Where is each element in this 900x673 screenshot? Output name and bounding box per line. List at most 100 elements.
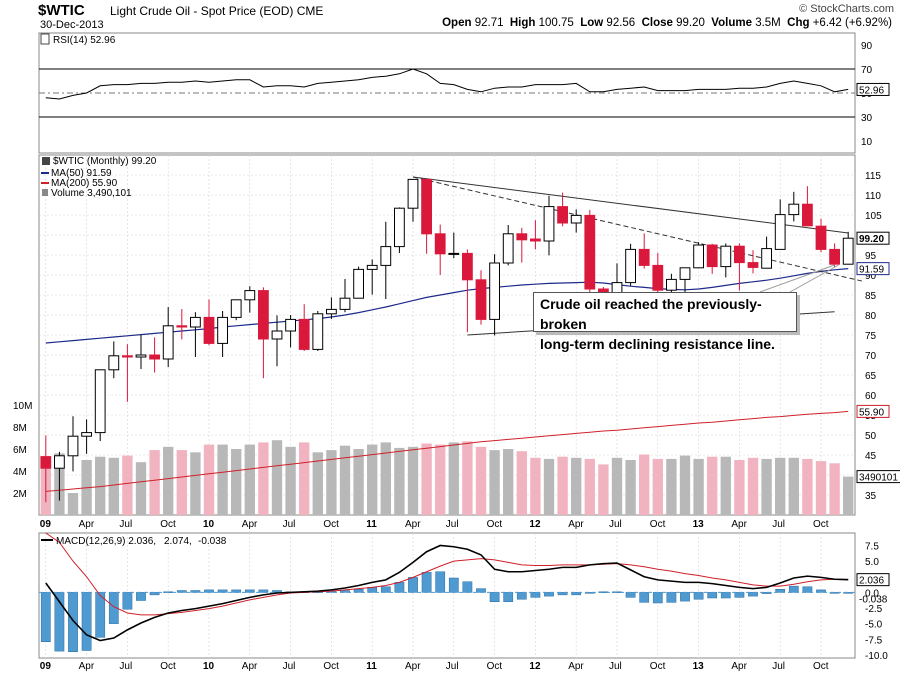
price-x-tick-label: Oct xyxy=(323,519,339,530)
candle-body xyxy=(462,252,473,281)
candle-body xyxy=(81,432,92,437)
macd-tick-label: -5.0 xyxy=(865,620,883,631)
volume-bar xyxy=(720,456,731,515)
macd-histogram-bar xyxy=(476,588,486,593)
rsi-last-value-label: 52.96 xyxy=(859,85,884,96)
volume-bar xyxy=(326,450,337,515)
volume-bar xyxy=(339,445,351,515)
macd-tick-label: -2.5 xyxy=(865,604,883,615)
macd-histogram-bar xyxy=(557,592,568,596)
volume-bar xyxy=(135,462,147,515)
candle-body xyxy=(339,297,351,310)
macd-histogram-bar xyxy=(748,592,758,597)
volume-tick-label: 8M xyxy=(13,423,27,434)
candle-body xyxy=(258,290,269,340)
macd-panel-frame xyxy=(38,532,856,659)
volume-bar xyxy=(149,450,160,515)
brand-watermark[interactable]: © StockCharts.com xyxy=(799,3,894,15)
macd-x-tick-label: Oct xyxy=(323,661,339,672)
volume-bar xyxy=(312,452,323,515)
ma50-legend-label: MA(50) 91.59 xyxy=(51,168,112,179)
volume-bar xyxy=(203,444,215,515)
macd-histogram-bar xyxy=(122,592,133,610)
macd-histogram-bar xyxy=(462,581,473,593)
volume-bar xyxy=(693,458,704,515)
price-x-tick-label: Jul xyxy=(119,519,132,530)
volume-bar xyxy=(435,444,446,515)
volume-bar xyxy=(231,449,242,515)
macd-tick-label: 0.0 xyxy=(865,588,879,599)
price-x-tick-label: Oct xyxy=(160,519,176,530)
low-label: Low xyxy=(580,17,604,29)
macd-histogram-bar xyxy=(761,592,772,594)
macd-x-tick-label: 10 xyxy=(203,661,215,672)
macd-x-tick-label: Oct xyxy=(487,661,503,672)
volume-bar xyxy=(829,463,840,515)
candle-body xyxy=(625,248,636,284)
candle-body xyxy=(122,355,133,358)
price-x-tick-label: Jul xyxy=(772,519,785,530)
volume-bar xyxy=(666,458,677,515)
chart-date: 30-Dec-2013 xyxy=(40,19,104,31)
candle-body xyxy=(244,290,256,301)
volume-bar xyxy=(707,456,718,515)
open-value: 92.71 xyxy=(474,17,504,29)
ohlc-summary: Open 92.71 High 100.75 Low 92.56 Close 9… xyxy=(442,17,892,29)
volume-bar xyxy=(775,457,786,515)
volume-bar xyxy=(802,458,813,515)
volume-bar xyxy=(407,446,419,515)
macd-legend-label: MACD(12,26,9) 2.036, xyxy=(56,536,156,547)
volume-bar xyxy=(122,455,133,515)
macd-x-tick-label: Apr xyxy=(79,661,95,672)
candle-body xyxy=(530,238,541,242)
price-tick-label: 50 xyxy=(865,431,877,442)
macd-histogram-bar xyxy=(788,585,799,593)
volume-bar xyxy=(394,447,405,515)
price-x-tick-label: 11 xyxy=(366,519,377,530)
candle-body xyxy=(842,237,854,265)
volume-bar xyxy=(815,461,827,515)
rsi-tick-label: 90 xyxy=(861,41,873,52)
macd-x-tick-label: Oct xyxy=(160,661,176,672)
volume-bar xyxy=(475,446,487,515)
macd-histogram-bar xyxy=(503,592,514,602)
macd-line xyxy=(45,544,849,642)
macd-x-tick-label: Jul xyxy=(119,661,132,672)
macd-x-tick-label: Apr xyxy=(242,661,258,672)
last-ma50-label: 91.59 xyxy=(859,265,884,276)
macd-x-tick-label: Apr xyxy=(731,661,747,672)
price-tick-label: 90 xyxy=(865,271,877,282)
rsi-tick-label: 10 xyxy=(861,137,873,148)
price-x-tick-label: Apr xyxy=(242,519,258,530)
price-tick-label: 70 xyxy=(865,351,877,362)
macd-histogram-bar xyxy=(666,592,677,603)
price-x-tick-label: 12 xyxy=(529,519,541,530)
price-x-tick-label: Oct xyxy=(650,519,666,530)
price-tick-label: 80 xyxy=(865,311,877,322)
volume-bar xyxy=(611,457,623,515)
candle-body xyxy=(67,435,79,457)
volume-bar xyxy=(108,457,119,515)
macd-histogram-bar xyxy=(54,592,65,652)
volume-bar xyxy=(67,493,79,515)
candle-body xyxy=(394,207,405,248)
macd-x-tick-label: 09 xyxy=(40,661,52,672)
candle-body xyxy=(230,299,242,318)
macd-tick-label: 7.5 xyxy=(865,542,879,553)
volume-bar xyxy=(271,440,283,515)
macd-x-tick-label: 12 xyxy=(529,661,541,672)
rsi-legend-icon xyxy=(40,33,50,45)
ma200-legend-label: MA(200) 55.90 xyxy=(51,178,118,189)
price-x-tick-label: Jul xyxy=(446,519,459,530)
macd-histogram-bar xyxy=(734,592,745,598)
rsi-line xyxy=(45,68,849,100)
macd-last-value-box xyxy=(856,573,890,587)
volume-legend-label: Volume 3,490,101 xyxy=(51,188,132,199)
volume-bar xyxy=(516,451,527,515)
price-x-tick-label: Jul xyxy=(283,519,296,530)
volume-bar xyxy=(217,444,228,515)
macd-x-tick-label: Apr xyxy=(568,661,584,672)
volume-bar xyxy=(625,460,636,515)
callout-line-2: long-term declining resistance line. xyxy=(540,336,775,352)
instrument-name: Light Crude Oil - Spot Price (EOD) xyxy=(110,4,294,18)
